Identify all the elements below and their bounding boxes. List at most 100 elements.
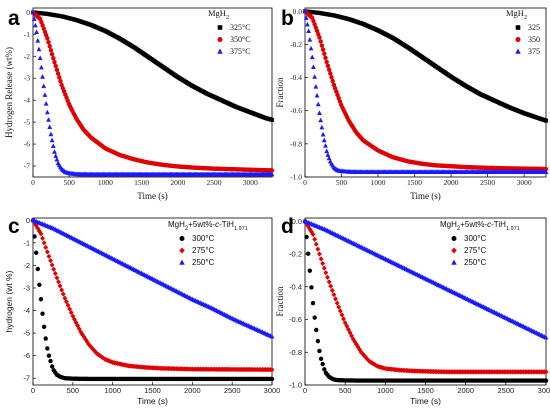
data-point — [320, 361, 325, 367]
data-point — [317, 110, 322, 115]
data-point — [326, 279, 332, 285]
data-point — [310, 300, 316, 306]
data-point — [329, 75, 334, 80]
series-250°C — [30, 217, 275, 339]
y-tick-label: 0.0 — [292, 217, 302, 226]
data-point — [325, 274, 330, 280]
data-point — [321, 137, 327, 143]
legend-label: 350 — [528, 35, 540, 44]
data-point — [94, 350, 100, 357]
data-point — [318, 256, 324, 262]
x-tick-label: 0 — [31, 178, 35, 187]
x-axis-label: Time (s) — [410, 396, 441, 406]
series-300°C — [302, 219, 549, 383]
y-tick-label: 0.0 — [293, 7, 303, 16]
data-point — [92, 349, 98, 355]
y-tick-label: -0.2 — [290, 40, 302, 49]
data-point — [84, 339, 90, 345]
panel-label: c — [8, 215, 20, 238]
data-point — [64, 299, 69, 305]
x-tick-label: 3000 — [538, 386, 550, 395]
legend-label: 250°C — [464, 258, 487, 267]
data-point — [312, 74, 318, 79]
panel-label: d — [281, 215, 294, 238]
data-point — [45, 36, 50, 41]
data-point — [318, 117, 324, 123]
x-tick-label: 1500 — [144, 386, 161, 395]
data-point — [543, 334, 549, 340]
y-axis-label: Fraction — [275, 77, 285, 107]
legend-marker — [217, 36, 223, 43]
series-275°C — [30, 217, 275, 373]
y-tick-label: -0.8 — [290, 139, 302, 148]
x-tick-label: 2500 — [480, 178, 495, 187]
data-point — [46, 253, 52, 259]
data-point — [543, 378, 549, 383]
data-point — [72, 316, 77, 322]
y-tick-label: 0 — [26, 8, 30, 17]
data-point — [43, 336, 48, 341]
data-point — [543, 369, 549, 375]
legend-title: MgH2+5wt%-c-TiH1.971 — [168, 220, 248, 232]
x-tick-label: 2000 — [170, 178, 185, 187]
data-point — [32, 234, 37, 239]
panel-label: a — [8, 7, 20, 30]
data-point — [323, 55, 328, 61]
plot-frame — [304, 217, 547, 386]
data-point — [37, 55, 43, 60]
legend-label: 250°C — [192, 258, 215, 267]
data-point — [100, 355, 106, 361]
data-point — [322, 51, 327, 56]
data-point — [326, 67, 332, 72]
x-tick-label: 2500 — [497, 386, 514, 395]
data-point — [34, 29, 39, 34]
legend-label: 275°C — [192, 246, 215, 255]
data-point — [349, 333, 354, 339]
y-tick-label: -0.4 — [289, 282, 302, 291]
series-250°C — [302, 218, 549, 340]
x-tick-label: 2000 — [184, 386, 201, 395]
data-point — [269, 376, 275, 382]
data-point — [79, 331, 85, 338]
data-point — [314, 327, 319, 333]
plot-frame — [32, 7, 273, 178]
data-point — [57, 283, 63, 289]
data-point — [309, 54, 315, 60]
x-tick-label: 500 — [64, 178, 76, 187]
data-point — [306, 251, 311, 256]
legend-label: 300°C — [192, 234, 215, 243]
series-350°C — [30, 10, 275, 173]
y-tick-label: -0.2 — [289, 250, 302, 259]
data-point — [312, 315, 317, 320]
data-point — [313, 84, 319, 89]
y-tick-label: -1 — [24, 30, 30, 39]
data-point — [81, 334, 87, 340]
data-point — [302, 8, 308, 14]
data-point — [319, 43, 325, 48]
data-point — [317, 35, 322, 40]
legend-marker — [451, 247, 457, 254]
data-point — [49, 137, 55, 143]
data-point — [48, 258, 53, 264]
y-tick-label: -6 — [24, 140, 30, 149]
x-tick-label: 2000 — [444, 178, 459, 187]
data-point — [334, 300, 340, 306]
y-tick-label: -6 — [23, 351, 30, 360]
legend-label: 300°C — [464, 234, 487, 243]
data-point — [341, 316, 346, 322]
x-tick-label: 3000 — [243, 178, 258, 187]
y-tick-label: -1.0 — [290, 173, 302, 182]
data-point — [60, 291, 66, 297]
legend-marker — [217, 25, 223, 30]
series-275°C — [302, 218, 549, 375]
data-point — [324, 148, 330, 154]
data-point — [323, 143, 328, 148]
data-point — [307, 226, 313, 232]
data-point — [315, 246, 321, 252]
x-axis-label: Time (s) — [137, 191, 167, 201]
data-point — [48, 47, 54, 53]
data-point — [70, 313, 76, 319]
data-point — [48, 131, 54, 137]
x-tick-label: 1500 — [134, 178, 149, 187]
x-tick-label: 3000 — [264, 386, 281, 395]
